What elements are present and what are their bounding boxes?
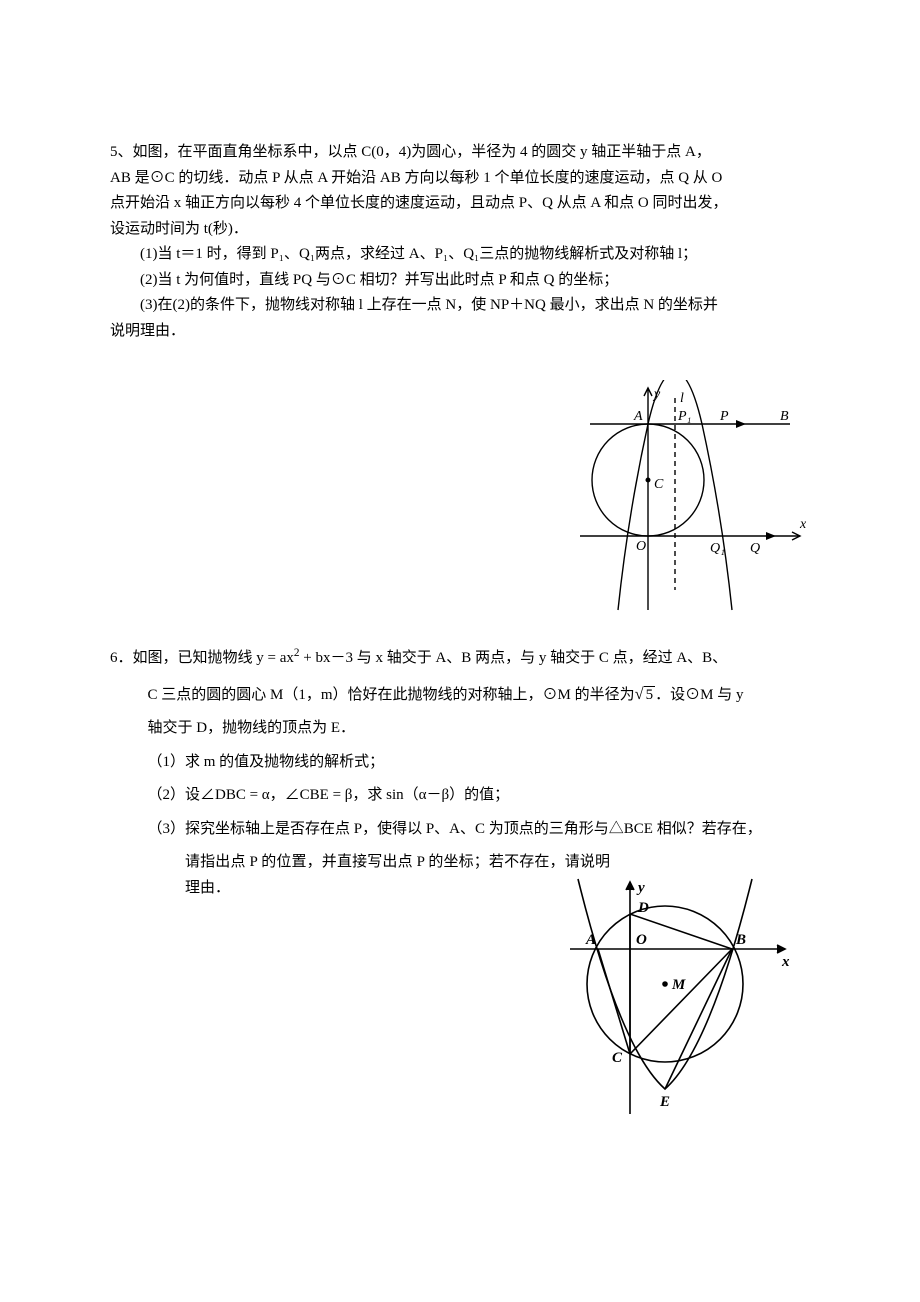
p6-part1: （1）求 m 的值及抛物线的解析式； (110, 750, 820, 776)
p6-line1: 6．如图，已知抛物线 y = ax2 + bx－3 与 x 轴交于 A、B 两点… (110, 644, 820, 672)
fig1-label-B: B (780, 409, 789, 424)
fig1-arrow-p (736, 420, 746, 428)
sqrt-5: √5 (635, 680, 656, 709)
fig1-label-P1: P₁ (677, 409, 691, 424)
p6-line2: C 三点的圆的圆心 M（1，m）恰好在此抛物线的对称轴上，⊙M 的半径为√5．设… (110, 680, 820, 709)
figure-2: y D A O B x M C E (560, 874, 800, 1134)
fig2-svg: y D A O B x M C E (560, 874, 800, 1124)
p6-body1b: + bx－3 与 x 轴交于 A、B 两点，与 y 轴交于 C 点，经过 A、B… (300, 650, 728, 666)
fig2-x-arrow (777, 945, 785, 953)
p6-part2: （2）设∠DBC = α，∠CBE = β，求 sin（α－β）的值； (110, 783, 820, 809)
fig1-label-l: l (680, 391, 684, 406)
fig1-label-y: y (652, 387, 661, 402)
p6-part3a: （3）探究坐标轴上是否存在点 P，使得以 P、A、C 为顶点的三角形与△BCE … (110, 817, 820, 843)
fig2-label-O: O (636, 932, 647, 948)
problem-6: 6．如图，已知抛物线 y = ax2 + bx－3 与 x 轴交于 A、B 两点… (110, 644, 820, 901)
p6-body2b: ．设⊙M 与 y (655, 687, 743, 703)
fig2-label-x: x (781, 954, 790, 970)
p5-label: 5、 (110, 144, 133, 160)
p5-body1: 如图，在平面直角坐标系中，以点 C(0，4)为圆心，半径为 4 的圆交 y 轴正… (133, 144, 711, 160)
p5-part3b: 说明理由． (110, 319, 820, 345)
fig2-line-bc (630, 949, 732, 1054)
fig2-y-arrow (626, 882, 634, 890)
p6-part3b: 请指出点 P 的位置，并直接写出点 P 的坐标；若不存在，请说明理由． (110, 850, 610, 901)
fig1-label-Q: Q (750, 541, 760, 556)
p6-label: 6． (110, 650, 133, 666)
fig1-center-dot (646, 478, 650, 482)
fig1-label-C: C (654, 477, 664, 492)
problem-5: 5、如图，在平面直角坐标系中，以点 C(0，4)为圆心，半径为 4 的圆交 y … (110, 140, 820, 344)
p5-line1: 5、如图，在平面直角坐标系中，以点 C(0，4)为圆心，半径为 4 的圆交 y … (110, 140, 820, 166)
fig2-label-E: E (659, 1094, 670, 1110)
p5-body2: AB 是⊙C 的切线．动点 P 从点 A 开始沿 AB 方向以每秒 1 个单位长… (110, 166, 820, 192)
p5-part1: (1)当 t＝1 时，得到 P₁、Q₁两点，求经过 A、P₁、Q₁三点的抛物线解… (110, 242, 820, 268)
fig1-label-x: x (799, 517, 807, 532)
fig2-label-M: M (671, 977, 686, 993)
p5-body4: 设运动时间为 t(秒)． (110, 217, 820, 243)
fig2-label-A: A (585, 932, 596, 948)
p5-part2: (2)当 t 为何值时，直线 PQ 与⊙C 相切？并写出此时点 P 和点 Q 的… (110, 268, 820, 294)
fig2-m-dot (663, 982, 667, 986)
fig2-label-C: C (612, 1050, 623, 1066)
fig2-label-D: D (637, 900, 649, 916)
fig2-line-ac (598, 949, 630, 1054)
fig1-svg: y l A P₁ P B C O Q₁ Q x (560, 380, 820, 640)
figure-1: y l A P₁ P B C O Q₁ Q x (560, 380, 820, 650)
fig1-label-A: A (633, 409, 643, 424)
fig2-label-B: B (735, 932, 746, 948)
fig1-label-Q1: Q₁ (710, 541, 725, 556)
fig1-label-O: O (636, 539, 646, 554)
p5-part3a: (3)在(2)的条件下，抛物线对称轴 l 上存在一点 N，使 NP＋NQ 最小，… (110, 293, 820, 319)
fig1-label-P: P (719, 409, 729, 424)
p6-body1a: 如图，已知抛物线 y = ax (133, 650, 294, 666)
p5-body3: 点开始沿 x 轴正方向以每秒 4 个单位长度的速度运动，且动点 P、Q 从点 A… (110, 191, 820, 217)
fig2-line-be (665, 949, 732, 1089)
p6-body2a: C 三点的圆的圆心 M（1，m）恰好在此抛物线的对称轴上，⊙M 的半径为 (148, 687, 635, 703)
fig2-label-y: y (636, 880, 645, 896)
fig1-arrow-q (766, 532, 776, 540)
p6-body3: 轴交于 D，抛物线的顶点为 E． (110, 716, 820, 742)
